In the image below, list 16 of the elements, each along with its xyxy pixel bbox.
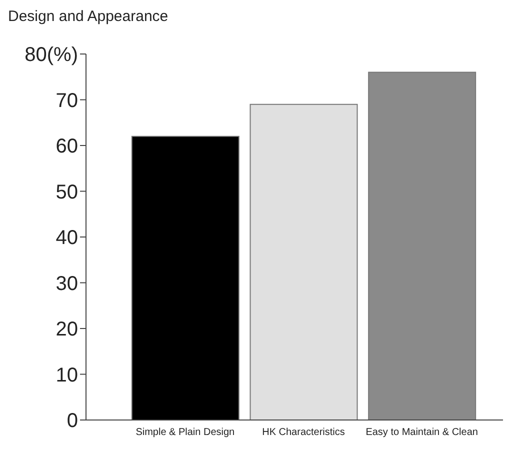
x-tick-label: Simple & Plain Design bbox=[136, 427, 235, 438]
y-tick-label: 10 bbox=[56, 364, 78, 386]
bar bbox=[131, 136, 240, 420]
y-tick-label: 70 bbox=[56, 90, 78, 112]
y-tick-label: 60 bbox=[56, 136, 78, 158]
y-tick-label: 0 bbox=[66, 410, 78, 432]
bar bbox=[368, 72, 476, 420]
y-tick-label: 30 bbox=[56, 272, 78, 295]
y-tick-label: 20 bbox=[56, 318, 78, 341]
x-tick-label: HK Characteristics bbox=[262, 427, 345, 438]
bar bbox=[250, 104, 358, 420]
y-tick-label: 80(%) bbox=[24, 44, 78, 66]
y-tick-label: 50 bbox=[56, 181, 78, 204]
y-tick-label: 40 bbox=[56, 227, 78, 250]
chart-title: Design and Appearance bbox=[8, 8, 170, 27]
x-tick-label: Easy to Maintain & Clean bbox=[366, 427, 478, 438]
